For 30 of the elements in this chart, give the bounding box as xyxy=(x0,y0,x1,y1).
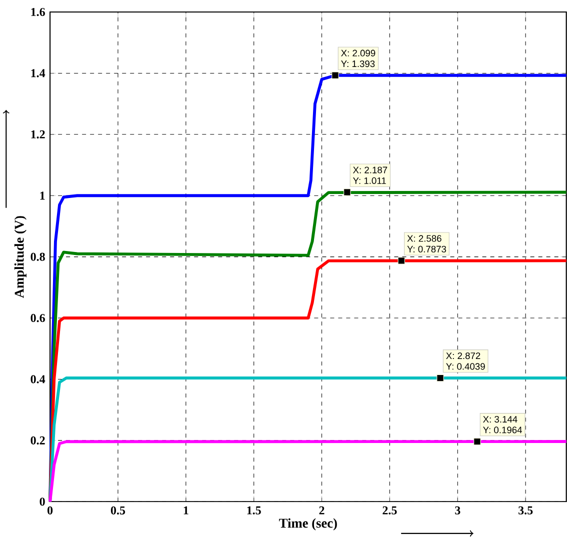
y-tick-label: 0.6 xyxy=(30,314,45,322)
annotation: X: 2.872 xyxy=(446,352,480,360)
x-tick-label: 0.5 xyxy=(110,506,126,515)
annotation: Y: 0.7873 xyxy=(407,246,446,253)
x-tick-label: 2 xyxy=(319,506,324,514)
annotation: Y: 0.1964 xyxy=(483,426,522,434)
y-tick-label: 0.4 xyxy=(30,375,46,384)
x-tick-label: 1 xyxy=(184,506,188,514)
annotation: Y: 0.4039 xyxy=(446,363,485,370)
annotation: X: 2.586 xyxy=(407,235,442,242)
annotation: X: 2.187 xyxy=(352,166,388,174)
annotation: Y: 1.393 xyxy=(341,60,375,68)
annotation: Y: 1.011 xyxy=(352,178,386,184)
y-tick-label: 1.2 xyxy=(31,130,45,139)
y-tick-label: 0.2 xyxy=(30,436,45,445)
annotation: X: 3.144 xyxy=(483,416,518,423)
y-tick-label: 1 xyxy=(40,192,45,200)
y-tick-label: 0 xyxy=(40,498,45,506)
x-axis-title: Time (sec) xyxy=(279,518,337,531)
annotation: X: 2.099 xyxy=(341,50,376,57)
x-tick-label: 3 xyxy=(455,506,460,515)
y-axis-title: Amplitude (V) xyxy=(14,216,26,298)
x-tick-label: 0 xyxy=(47,506,53,515)
x-tick-label: 3.5 xyxy=(518,506,533,515)
y-tick-label: 1.4 xyxy=(31,69,46,78)
y-tick-label: 0.8 xyxy=(30,252,45,262)
x-tick-label: 2.5 xyxy=(382,506,397,515)
line-series xyxy=(48,440,567,504)
y-tick-label: 1.6 xyxy=(31,8,45,16)
x-tick-label: 1.5 xyxy=(247,506,261,515)
